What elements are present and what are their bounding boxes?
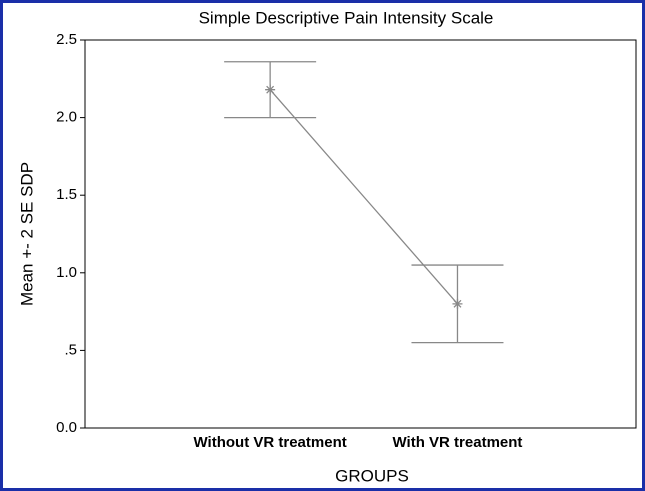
mean-line [269,89,458,305]
x-tick-label: With VR treatment [393,434,523,451]
x-axis-label: GROUPS [335,466,409,485]
mean-marker [452,298,463,309]
mean-marker [265,84,276,95]
y-axis-label: Mean +- 2 SE SDP [17,162,36,306]
y-tick-label: 1.5 [56,186,77,203]
y-tick-label: 2.0 [56,109,77,126]
y-tick-label: 0.0 [56,419,77,436]
x-tick-label: Without VR treatment [194,434,347,451]
y-tick-label: 1.0 [56,264,77,281]
y-tick-label: .5 [64,341,77,358]
chart-title: Simple Descriptive Pain Intensity Scale [199,8,494,27]
y-tick-label: 2.5 [56,31,77,48]
plot-area [84,39,637,429]
